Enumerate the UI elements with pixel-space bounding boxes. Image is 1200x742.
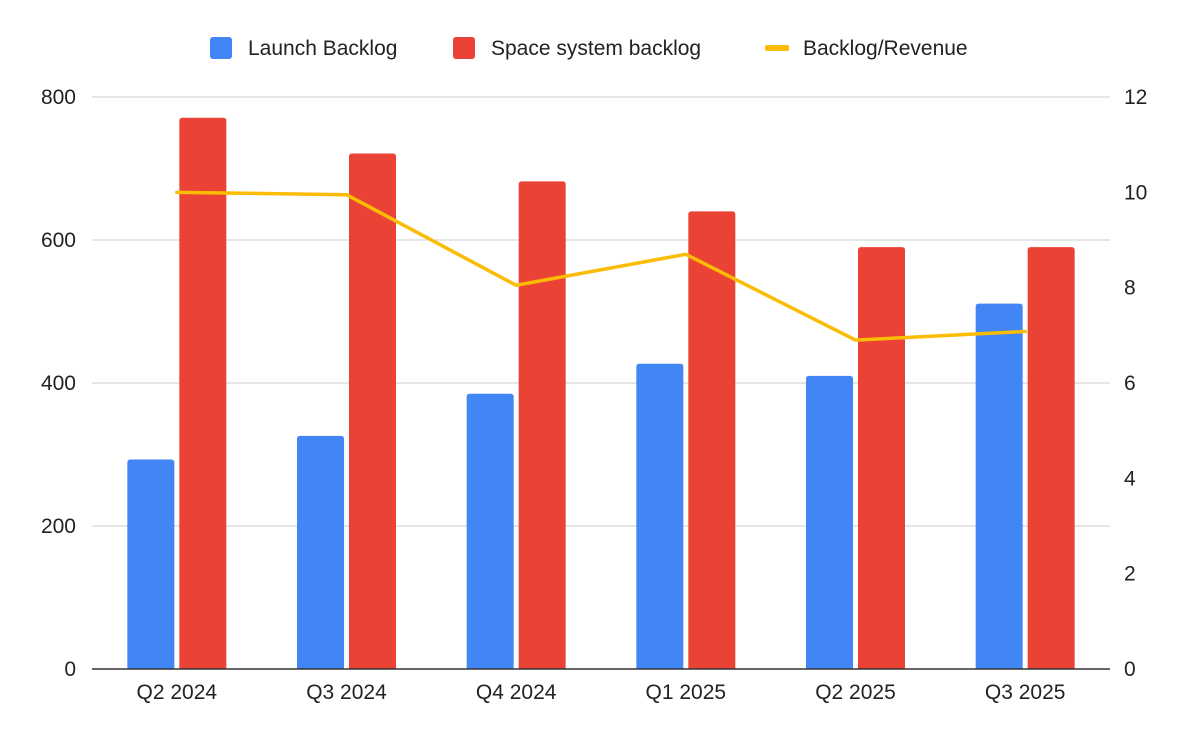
legend-item: Launch Backlog bbox=[210, 37, 397, 60]
line-backlog-revenue bbox=[175, 190, 1027, 342]
legend-label: Backlog/Revenue bbox=[803, 37, 968, 60]
legend-item: Backlog/Revenue bbox=[765, 37, 968, 60]
x-tick-label: Q2 2025 bbox=[815, 681, 896, 704]
bars bbox=[127, 117, 1075, 670]
bar-launch-backlog bbox=[297, 435, 344, 669]
y-right-tick-label: 6 bbox=[1124, 372, 1136, 395]
x-tick-label: Q1 2025 bbox=[646, 681, 727, 704]
axes: 0 200 400 600 800 0 2 4 6 8 10 12 Q2 2024 Q3 2024 Q4 2… bbox=[41, 86, 1147, 704]
bar-launch-backlog bbox=[127, 459, 175, 669]
bar-launch-backlog bbox=[466, 393, 514, 669]
bar-launch-backlog bbox=[636, 363, 684, 669]
legend-label: Space system backlog bbox=[491, 37, 701, 60]
gridlines bbox=[92, 96, 1110, 527]
legend: Launch Backlog Space system backlog Backlo… bbox=[210, 37, 968, 60]
y-right-tick-label: 8 bbox=[1124, 277, 1136, 300]
legend-item: Space system backlog bbox=[453, 37, 701, 60]
bar-launch-backlog bbox=[975, 303, 1023, 669]
y-right-tick-label: 0 bbox=[1124, 658, 1136, 681]
bar-space-system-backlog bbox=[1027, 247, 1075, 669]
y-right-tick-label: 4 bbox=[1124, 467, 1136, 490]
legend-swatch bbox=[453, 37, 475, 59]
x-tick-label: Q2 2024 bbox=[137, 681, 218, 704]
y-right-tick-label: 10 bbox=[1124, 181, 1147, 204]
y-left-tick-label: 200 bbox=[41, 515, 76, 538]
bar-launch-backlog bbox=[806, 375, 853, 669]
bar-space-system-backlog bbox=[688, 211, 736, 669]
bar-space-system-backlog bbox=[349, 153, 396, 670]
y-left-tick-label: 600 bbox=[41, 229, 76, 252]
legend-swatch bbox=[210, 37, 232, 59]
bar-space-system-backlog bbox=[518, 181, 566, 669]
x-tick-label: Q3 2024 bbox=[306, 681, 387, 704]
y-left-tick-label: 0 bbox=[64, 658, 76, 681]
y-left-tick-label: 800 bbox=[41, 86, 76, 109]
line-series bbox=[175, 190, 1027, 342]
y-left-tick-label: 400 bbox=[41, 372, 76, 395]
bar-space-system-backlog bbox=[179, 117, 227, 670]
legend-label: Launch Backlog bbox=[248, 37, 397, 60]
legend-swatch bbox=[765, 45, 789, 51]
x-tick-label: Q3 2025 bbox=[985, 681, 1066, 704]
bar-space-system-backlog bbox=[858, 247, 905, 669]
y-right-tick-label: 2 bbox=[1124, 563, 1136, 586]
y-right-tick-label: 12 bbox=[1124, 86, 1147, 109]
x-tick-label: Q4 2024 bbox=[476, 681, 557, 704]
